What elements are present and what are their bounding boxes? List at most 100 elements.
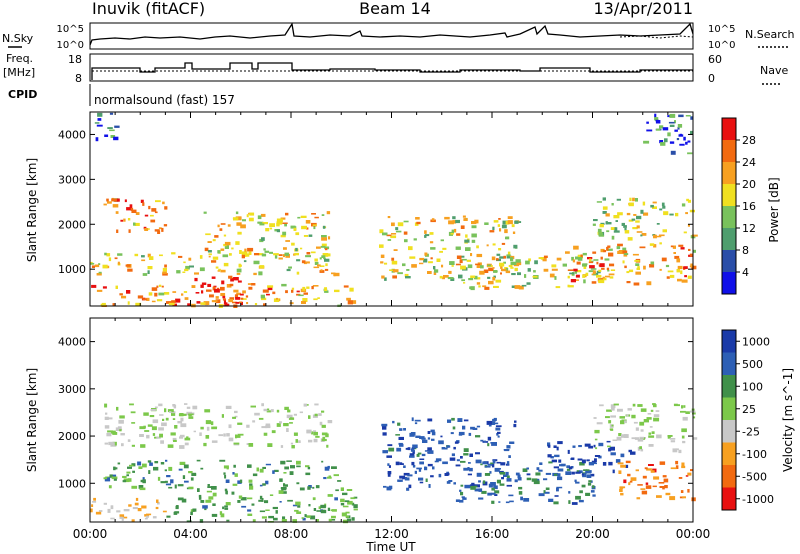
heatmap-cell [94,264,100,268]
heatmap-cell [488,267,494,272]
heatmap-cell [429,241,434,244]
colorbar-swatch [722,420,736,443]
heatmap-cell [287,409,291,413]
heatmap-cell [468,432,472,436]
heatmap-cell [171,252,176,255]
heatmap-cell [486,420,493,425]
heatmap-cell [279,421,282,424]
heatmap-cell [460,456,463,459]
heatmap-cell [233,289,239,293]
heatmap-cell [660,142,666,146]
heatmap-cell [489,230,495,233]
heatmap-cell [228,424,232,429]
heatmap-cell [661,257,667,262]
power-heatmap-cells [90,112,698,308]
heatmap-cell [600,248,605,253]
heatmap-cell [152,516,157,519]
heatmap-cell [238,263,241,268]
heatmap-cell [144,517,148,520]
heatmap-cell [306,286,310,289]
heatmap-cell [602,206,608,210]
x-tick-label: 00:00 [676,527,711,541]
heatmap-cell [230,277,234,282]
heatmap-cell [304,514,307,517]
heatmap-cell [107,508,111,513]
heatmap-cell [110,430,116,434]
time-axis-label: Time UT [365,540,416,554]
heatmap-cell [413,238,417,241]
heatmap-cell [197,488,200,492]
heatmap-cell [220,269,226,273]
heatmap-cell [305,472,311,476]
heatmap-cell [327,420,333,424]
heatmap-cell [108,441,114,446]
heatmap-cell [505,501,510,504]
heatmap-cell [610,415,616,418]
heatmap-cell [589,258,592,262]
heatmap-cell [387,471,392,475]
heatmap-cell [504,229,508,234]
heatmap-cell [237,216,242,221]
heatmap-cell [406,487,410,491]
heatmap-cell [181,498,187,503]
heatmap-cell [509,500,514,503]
heatmap-cell [575,256,579,260]
heatmap-cell [383,485,387,488]
heatmap-cell [533,270,536,273]
heatmap-cell [578,445,582,448]
heatmap-cell [523,498,530,502]
heatmap-cell [237,433,244,436]
heatmap-cell [156,299,163,302]
heatmap-cell [620,492,624,496]
heatmap-cell [659,208,663,211]
heatmap-cell [219,511,223,515]
heatmap-cell [284,484,288,487]
heatmap-cell [101,302,106,307]
heatmap-cell [210,421,214,426]
heatmap-cell [132,507,138,510]
heatmap-cell [518,486,523,490]
heatmap-cell [108,257,112,262]
heatmap-cell [240,497,247,501]
heatmap-cell [291,445,295,449]
heatmap-cell [605,275,610,278]
heatmap-cell [269,251,273,254]
heatmap-cell [557,468,564,472]
heatmap-cell [427,437,431,440]
heatmap-cell [605,222,612,225]
heatmap-cell [613,230,620,233]
heatmap-cell [503,255,507,259]
heatmap-cell [146,515,149,518]
heatmap-cell [235,297,241,300]
heatmap-cell [582,263,587,267]
heatmap-cell [606,409,612,412]
heatmap-cell [224,505,228,508]
heatmap-cell [392,420,395,424]
heatmap-cell [680,270,683,275]
heatmap-cell [205,499,212,503]
heatmap-cell [165,417,169,421]
heatmap-cell [301,517,304,519]
heatmap-cell [579,470,583,474]
heatmap-cell [607,245,611,248]
heatmap-cell [514,285,520,289]
heatmap-cell [138,485,144,489]
heatmap-cell [242,290,246,294]
heatmap-cell [630,451,636,455]
heatmap-cell [438,440,444,445]
cpid-label: CPID [8,88,37,101]
heatmap-cell [687,224,690,227]
heatmap-cell [228,299,234,303]
heatmap-cell [484,473,491,476]
heatmap-cell [144,514,150,517]
colorbar-swatch [722,250,736,272]
heatmap-cell [188,413,192,417]
heatmap-cell [681,405,684,409]
heatmap-cell [656,495,662,498]
heatmap-cell [146,513,152,516]
heatmap-cell [580,254,583,258]
heatmap-cell [157,501,160,505]
heatmap-cell [123,516,128,519]
heatmap-cell [217,224,220,228]
colorbar-swatch [722,272,736,294]
